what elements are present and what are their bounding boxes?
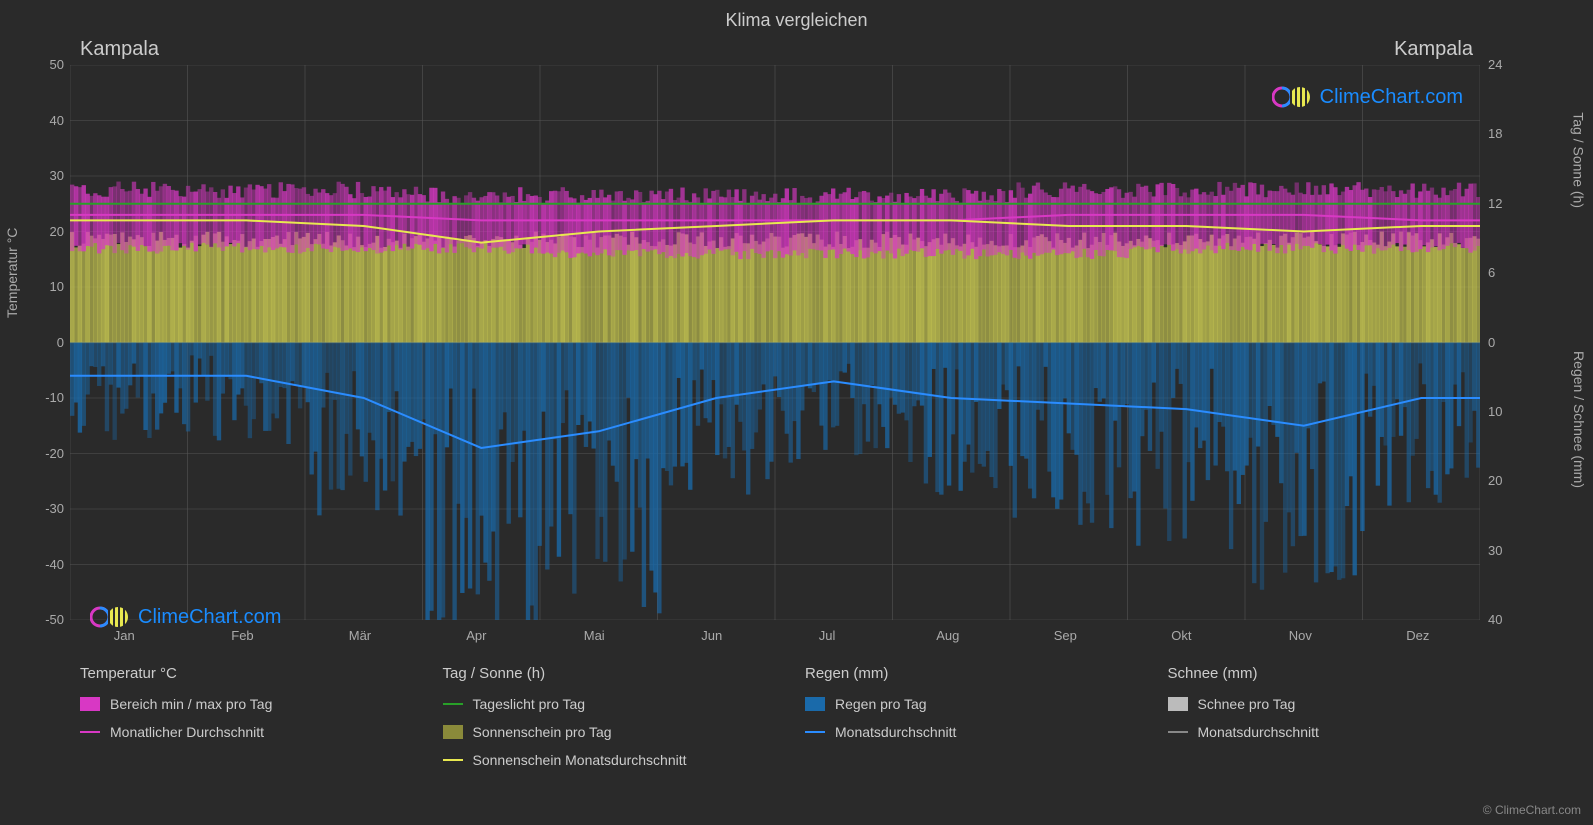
legend-item: Sonnenschein Monatsdurchschnitt [443,752,806,768]
y-left-tick: 20 [38,224,64,239]
location-label-right: Kampala [1394,38,1473,61]
legend-item: Monatsdurchschnitt [1168,724,1531,740]
y-right-tick: 40 [1488,612,1502,627]
y-right-tick: 18 [1488,126,1502,141]
legend-title: Temperatur °C [80,665,443,682]
y-left-tick: -20 [38,446,64,461]
legend-label: Sonnenschein pro Tag [473,724,612,740]
legend-temp: Temperatur °C Bereich min / max pro Tag M… [80,665,443,780]
y-right-tick: 6 [1488,265,1495,280]
chart-title: Klima vergleichen [725,10,867,31]
watermark-text: ClimeChart.com [138,606,281,629]
legend-swatch [80,731,100,733]
legend: Temperatur °C Bereich min / max pro Tag M… [80,665,1530,780]
legend-swatch [1168,697,1188,711]
y-left-tick: 0 [38,335,64,350]
legend-label: Sonnenschein Monatsdurchschnitt [473,752,687,768]
legend-item: Monatlicher Durchschnitt [80,724,443,740]
y-axis-left-label: Temperatur °C [4,228,20,318]
y-right-tick: 20 [1488,473,1502,488]
y-left-tick: -50 [38,612,64,627]
legend-swatch [1168,731,1188,733]
legend-item: Tageslicht pro Tag [443,696,806,712]
location-label-left: Kampala [80,38,159,61]
legend-swatch [805,697,825,711]
legend-sun: Tag / Sonne (h) Tageslicht pro Tag Sonnen… [443,665,806,780]
y-left-tick: 50 [38,57,64,72]
x-month-tick: Jun [701,628,722,643]
y-left-tick: 40 [38,113,64,128]
legend-title: Tag / Sonne (h) [443,665,806,682]
y-right-tick: 10 [1488,404,1502,419]
legend-item: Monatsdurchschnitt [805,724,1168,740]
legend-label: Monatsdurchschnitt [1198,724,1319,740]
y-right-tick: 0 [1488,335,1495,350]
copyright: © ClimeChart.com [1483,803,1581,817]
y-left-tick: 30 [38,168,64,183]
watermark-logo: ClimeChart.com [90,604,281,630]
climate-chart [70,65,1480,620]
y-axis-right-bottom-label: Regen / Schnee (mm) [1571,351,1587,488]
x-month-tick: Jul [819,628,836,643]
legend-swatch [805,731,825,733]
legend-item: Bereich min / max pro Tag [80,696,443,712]
y-left-tick: 10 [38,279,64,294]
x-month-tick: Aug [936,628,959,643]
legend-swatch [443,703,463,705]
legend-label: Schnee pro Tag [1198,696,1296,712]
x-month-tick: Jan [114,628,135,643]
legend-title: Regen (mm) [805,665,1168,682]
x-month-tick: Feb [231,628,253,643]
x-month-tick: Mär [349,628,371,643]
legend-label: Tageslicht pro Tag [473,696,586,712]
legend-item: Regen pro Tag [805,696,1168,712]
legend-swatch [443,759,463,761]
x-month-tick: Dez [1406,628,1429,643]
y-left-tick: -40 [38,557,64,572]
legend-rain: Regen (mm) Regen pro Tag Monatsdurchschni… [805,665,1168,780]
y-right-tick: 24 [1488,57,1502,72]
x-month-tick: Apr [466,628,486,643]
x-month-tick: Nov [1289,628,1312,643]
legend-label: Monatlicher Durchschnitt [110,724,264,740]
legend-label: Regen pro Tag [835,696,927,712]
legend-title: Schnee (mm) [1168,665,1531,682]
watermark-logo: ClimeChart.com [1272,84,1463,110]
y-right-tick: 12 [1488,196,1502,211]
watermark-text: ClimeChart.com [1320,86,1463,109]
x-month-tick: Okt [1171,628,1191,643]
legend-swatch [443,725,463,739]
legend-item: Schnee pro Tag [1168,696,1531,712]
y-left-tick: -10 [38,390,64,405]
legend-snow: Schnee (mm) Schnee pro Tag Monatsdurchsch… [1168,665,1531,780]
y-right-tick: 30 [1488,543,1502,558]
y-left-tick: -30 [38,501,64,516]
legend-label: Bereich min / max pro Tag [110,696,272,712]
x-month-tick: Sep [1054,628,1077,643]
legend-label: Monatsdurchschnitt [835,724,956,740]
y-axis-right-top-label: Tag / Sonne (h) [1571,112,1587,208]
legend-item: Sonnenschein pro Tag [443,724,806,740]
x-month-tick: Mai [584,628,605,643]
legend-swatch [80,697,100,711]
